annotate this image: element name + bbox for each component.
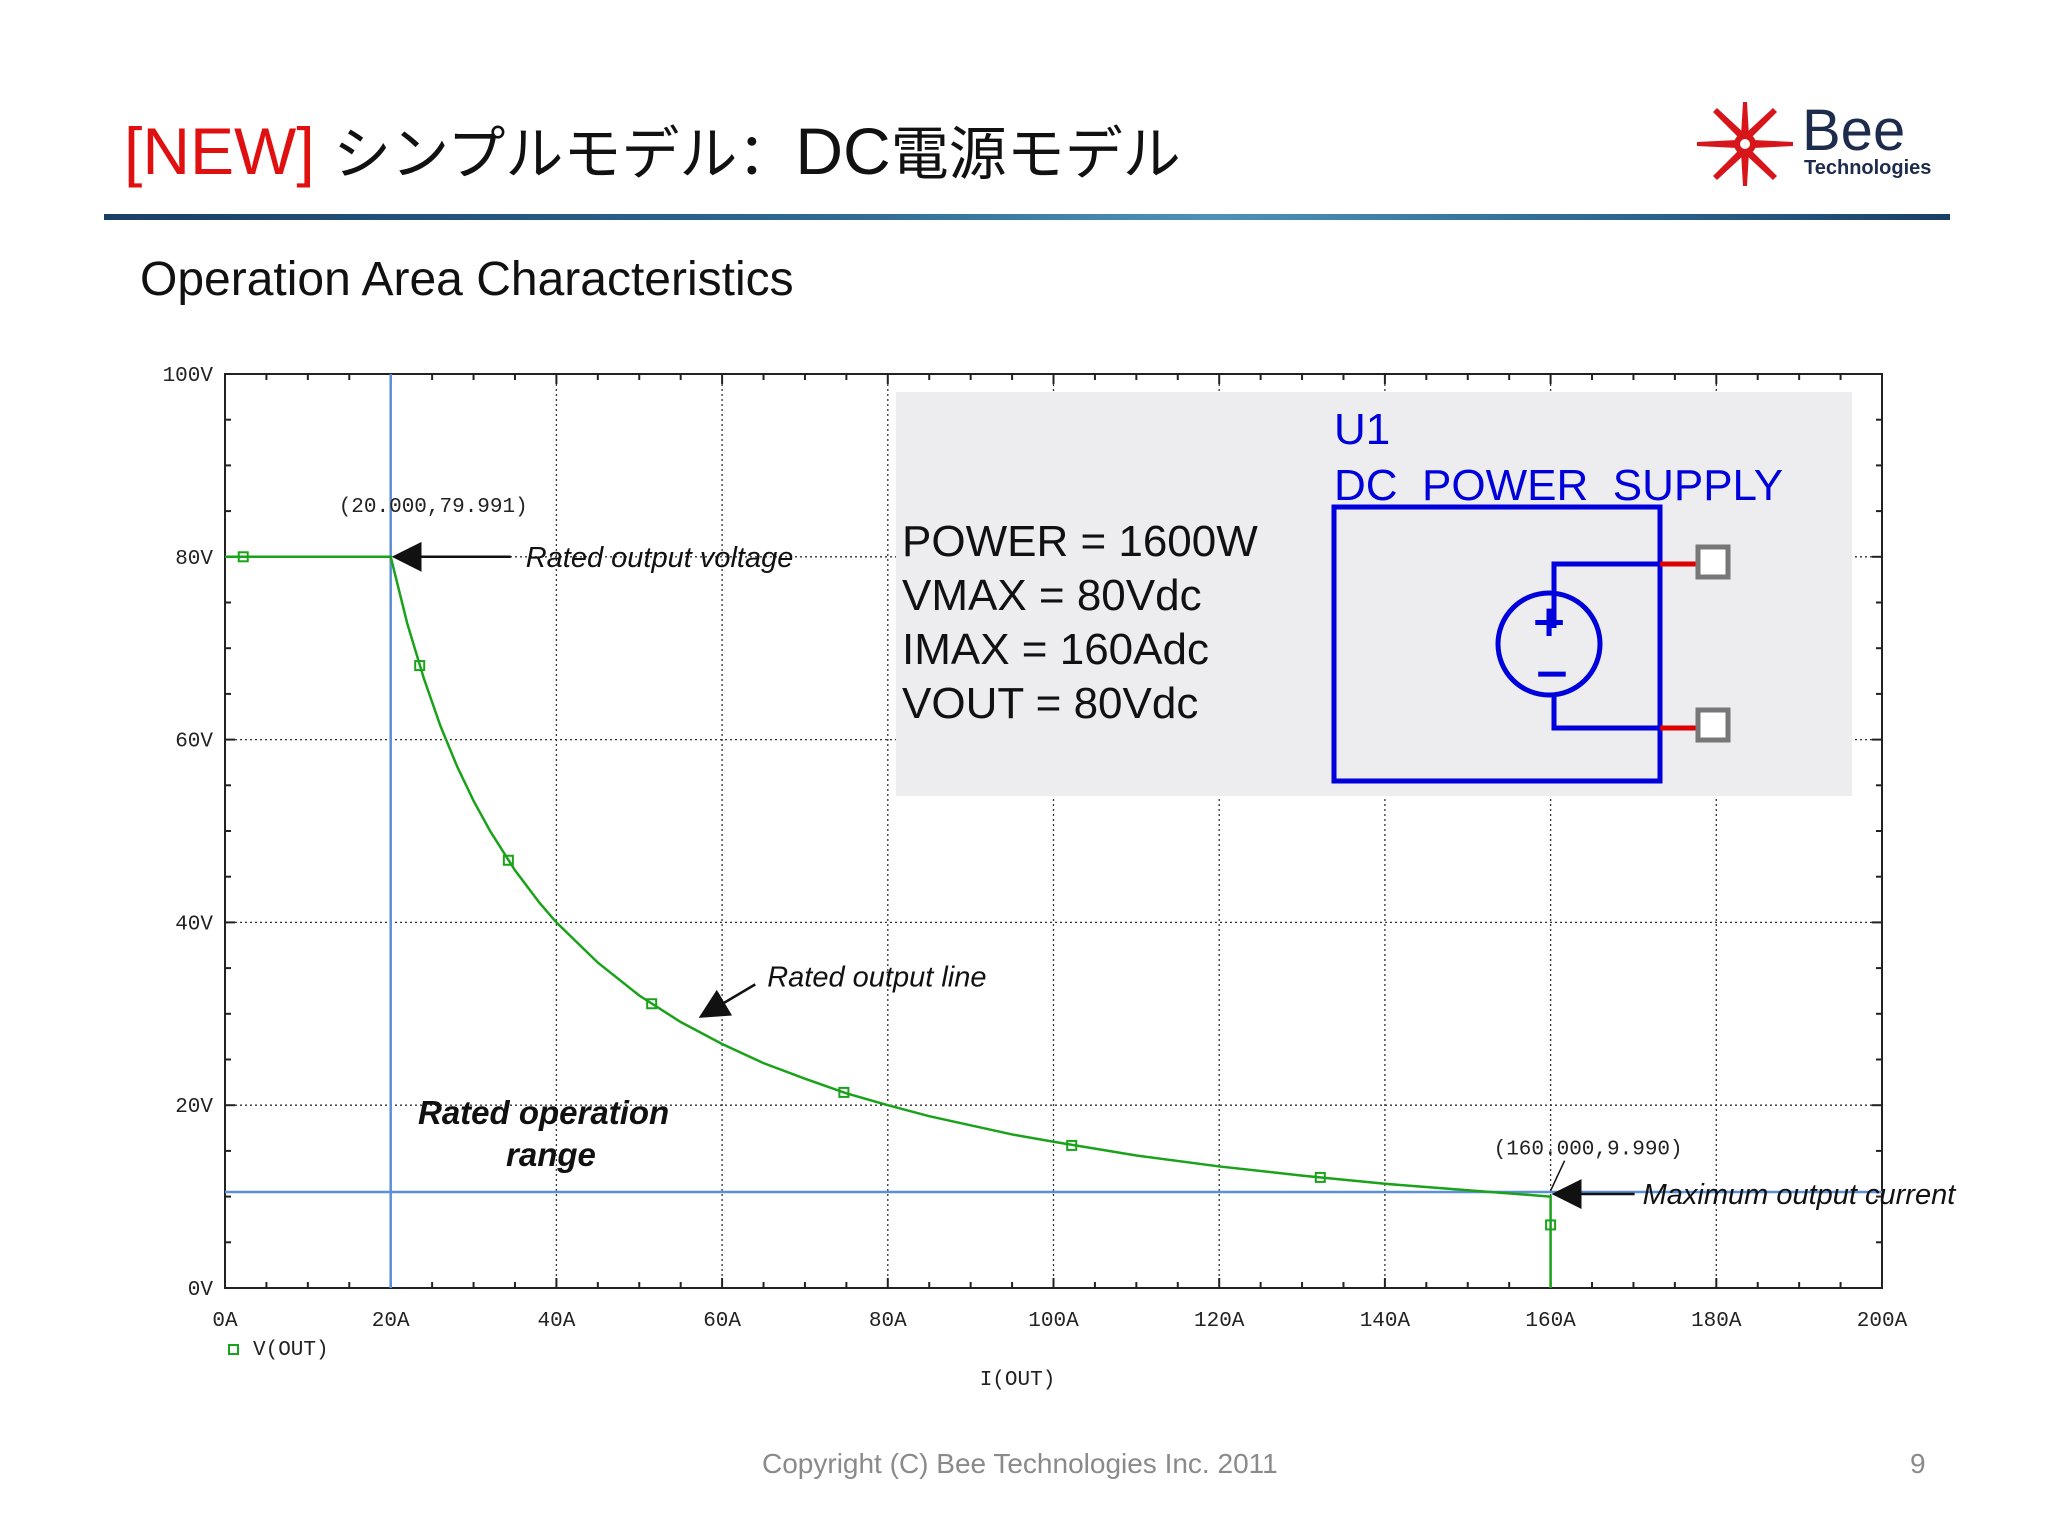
series-layer [225, 551, 1557, 1288]
x-tick-label: 60A [703, 1310, 741, 1333]
y-tick-label: 0V [188, 1279, 214, 1302]
label-rated-operation-range-line1: Rated operation [418, 1094, 669, 1131]
title-japanese-2: 電源モデル [890, 120, 1181, 188]
leader-max-current [1549, 1160, 1566, 1192]
x-tick-label: 120A [1194, 1310, 1245, 1333]
label-rated-output-line: Rated output line [767, 961, 986, 993]
wire-minus [1551, 696, 1660, 731]
logo-sub: Technologies [1804, 157, 1931, 179]
legend-marker [228, 1344, 239, 1355]
legend-label: V(OUT) [253, 1339, 329, 1362]
param-vmax: VMAX = 80Vdc [902, 571, 1202, 620]
label-rated-operation-range-line2: range [506, 1136, 596, 1173]
bee-technologies-logo: Bee Technologies [1697, 98, 1931, 186]
label-maximum-output-current: Maximum output current [1643, 1179, 1958, 1211]
coord-label-max-current: (160.000,9.990) [1494, 1139, 1683, 1162]
title-underline [104, 214, 1950, 220]
slide-subtitle: Operation Area Characteristics [140, 253, 794, 306]
footer-copyright: Copyright (C) Bee Technologies Inc. 2011 [762, 1448, 1278, 1479]
page-number: 9 [1910, 1448, 1926, 1479]
y-tick-label: 60V [175, 731, 213, 754]
x-tick-label: 200A [1857, 1310, 1908, 1333]
y-tick-label: 20V [175, 1096, 213, 1119]
series-marker-vout [646, 998, 658, 1010]
param-vout: VOUT = 80Vdc [902, 679, 1198, 728]
part-name: DC_POWER_SUPPLY [1334, 461, 1783, 510]
wire-plus [1551, 561, 1660, 628]
source-minus-sign: − [1534, 648, 1571, 699]
pin-plus-terminal [1695, 544, 1731, 580]
part-body [1331, 504, 1663, 784]
series-marker-vout [1066, 1139, 1078, 1151]
coord-label-rated-voltage: (20.000,79.991) [339, 496, 528, 519]
title-new-tag: [NEW] [124, 114, 315, 188]
series-marker-vout [414, 660, 426, 672]
y-tick-labels: 0V 20V 40V 60V 80V 100V [163, 365, 214, 1302]
series-marker-vout [1545, 1219, 1557, 1231]
param-imax: IMAX = 160Adc [902, 625, 1209, 674]
series-marker-vout [237, 551, 249, 563]
y-tick-label: 80V [175, 548, 213, 571]
y-tick-label: 40V [175, 913, 213, 936]
series-marker-vout [1314, 1171, 1326, 1183]
bee-burst-logo-icon [1697, 102, 1793, 186]
title-japanese-1: シンプルモデル： [314, 120, 796, 188]
x-tick-label: 80A [869, 1310, 907, 1333]
series-line-vout [225, 555, 1552, 1288]
x-tick-label: 100A [1028, 1310, 1079, 1333]
x-tick-label: 140A [1360, 1310, 1411, 1333]
title-dc: DC [795, 114, 891, 188]
x-tick-label: 160A [1525, 1310, 1576, 1333]
source-plus-sign: + [1531, 596, 1568, 647]
legend: V(OUT) [228, 1339, 329, 1362]
annotations: (20.000,79.991) Rated output voltage Rat… [339, 496, 1958, 1211]
schematic-inset: U1 DC_POWER_SUPPLY POWER = 1600W VMAX = … [896, 392, 1852, 796]
x-tick-label: 180A [1691, 1310, 1742, 1333]
voltage-source-icon [1495, 590, 1603, 698]
label-rated-output-voltage: Rated output voltage [526, 542, 794, 574]
cursor-lines [225, 374, 1882, 1288]
x-tick-label: 40A [537, 1310, 575, 1333]
pin-minus-terminal [1695, 707, 1731, 743]
logo-word: Bee [1802, 98, 1905, 163]
part-reference: U1 [1334, 405, 1390, 454]
series-marker-vout [502, 854, 514, 866]
arrow-rated-output-line [698, 983, 756, 1018]
slide-title: [NEW] シンプルモデル：DC電源モデル [124, 112, 1181, 191]
x-tick-labels: 0A 20A 40A 60A 80A 100A 120A 140A 160A 180A 200A [212, 1310, 1907, 1333]
param-power: POWER = 1600W [902, 517, 1258, 566]
series-marker-vout [838, 1086, 850, 1098]
y-tick-label: 100V [163, 365, 214, 388]
x-axis-title: I(OUT) [980, 1369, 1056, 1392]
x-tick-label: 20A [372, 1310, 410, 1333]
axis-ticks [224, 373, 1883, 1289]
x-tick-label: 0A [212, 1310, 238, 1333]
